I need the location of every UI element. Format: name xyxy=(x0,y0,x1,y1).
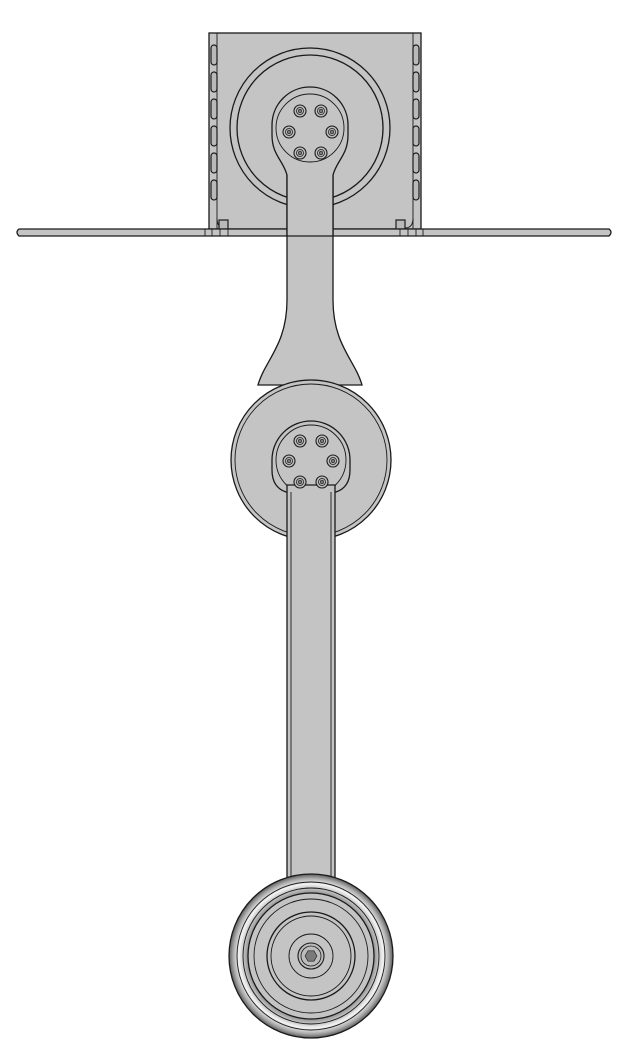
middle-hub-bolts xyxy=(282,434,340,489)
bolt-icon xyxy=(282,454,296,468)
bolt-icon xyxy=(314,104,328,118)
bolt-icon xyxy=(325,125,339,139)
bolt-icon xyxy=(326,454,340,468)
bolt-icon xyxy=(293,475,307,489)
bolt-icon xyxy=(282,125,296,139)
bolt-icon xyxy=(293,146,307,160)
upper-arm-link xyxy=(257,156,363,386)
lower-arm-link xyxy=(286,484,336,891)
bolt-icon xyxy=(293,104,307,118)
bolt-icon xyxy=(315,434,329,448)
axle-hex-bolt xyxy=(297,942,325,970)
upper-link-cap xyxy=(271,86,349,237)
upper-hub-bolts xyxy=(282,104,339,160)
bolt-icon xyxy=(315,475,329,489)
bolt-icon xyxy=(314,146,328,160)
bolt-icon xyxy=(293,434,307,448)
middle-pivot-hub xyxy=(230,379,392,541)
